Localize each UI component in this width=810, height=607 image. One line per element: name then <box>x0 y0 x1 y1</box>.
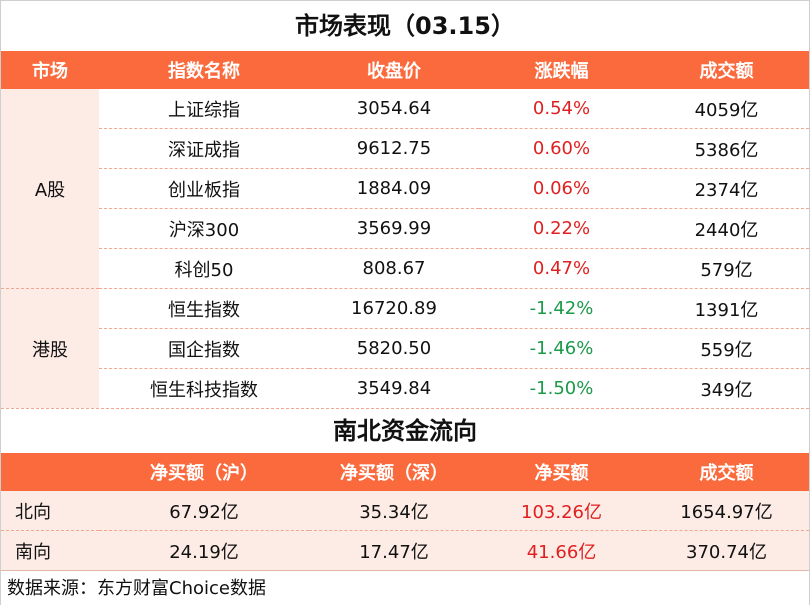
source-note: 数据来源：东方财富Choice数据 <box>1 570 809 607</box>
market-header-row: 市场 指数名称 收盘价 涨跌幅 成交额 <box>1 51 809 89</box>
close-value: 808.67 <box>309 248 479 289</box>
market-label-a: A股 <box>1 89 99 289</box>
index-name: 创业板指 <box>99 168 309 209</box>
flow-table: 净买额（沪） 净买额（深） 净买额 成交额 北向 67.92亿 35.34亿 1… <box>1 453 809 570</box>
flow-turnover-value: 370.74亿 <box>644 530 809 570</box>
page-title: 市场表现（03.15） <box>295 12 515 40</box>
table-row: 国企指数 5820.50 -1.46% 559亿 <box>1 328 809 369</box>
index-name: 上证综指 <box>99 89 309 129</box>
change-value: 0.60% <box>479 128 644 169</box>
close-value: 9612.75 <box>309 128 479 169</box>
change-value: -1.42% <box>479 288 644 329</box>
index-name: 科创50 <box>99 248 309 289</box>
flow-net-value: 41.66亿 <box>479 530 644 570</box>
flow-net-value: 103.26亿 <box>479 491 644 531</box>
header-market: 市场 <box>1 51 99 89</box>
index-name: 恒生科技指数 <box>150 379 258 401</box>
flow-label-north: 北向 <box>1 491 99 531</box>
change-value: 0.54% <box>479 89 644 129</box>
flow-sh-value: 67.92亿 <box>99 491 309 531</box>
header-turnover: 成交额 <box>644 51 809 89</box>
flow-sz-value: 17.47亿 <box>309 530 479 570</box>
table-row: 沪深300 3569.99 0.22% 2440亿 <box>1 208 809 249</box>
market-table: 市场 指数名称 收盘价 涨跌幅 成交额 A股 上证综指 3054.64 0.54… <box>1 51 809 408</box>
flow-header-turnover: 成交额 <box>644 453 809 491</box>
change-value: 0.47% <box>479 248 644 289</box>
index-name: 恒生指数 <box>99 288 309 329</box>
turnover-value: 5386亿 <box>644 128 809 169</box>
flow-header-sz: 净买额（深） <box>309 453 479 491</box>
change-value: 0.22% <box>479 208 644 249</box>
market-label-hk: 港股 <box>1 288 99 408</box>
index-name: 国企指数 <box>99 328 309 369</box>
index-name: 沪深300 <box>99 208 309 249</box>
flow-turnover-value: 1654.97亿 <box>644 491 809 531</box>
close-value: 1884.09 <box>309 168 479 209</box>
header-change: 涨跌幅 <box>479 51 644 89</box>
flow-sh-value: 24.19亿 <box>99 530 309 570</box>
flow-header-sh: 净买额（沪） <box>99 453 309 491</box>
change-value: -1.50% <box>529 378 594 399</box>
flow-header-blank <box>1 453 99 491</box>
turnover-value: 559亿 <box>644 328 809 369</box>
turnover-value: 349亿 <box>700 379 753 401</box>
flow-header-net: 净买额 <box>479 453 644 491</box>
change-value: -1.46% <box>479 328 644 369</box>
flow-sz-value: 35.34亿 <box>309 491 479 531</box>
table-row: 科创50 808.67 0.47% 579亿 <box>1 248 809 289</box>
table-row: 南向 24.19亿 17.47亿 41.66亿 370.74亿 <box>1 530 809 570</box>
turnover-value: 579亿 <box>644 248 809 289</box>
header-index-name: 指数名称 <box>99 51 309 89</box>
close-value: 3549.84 <box>356 378 432 399</box>
table-row: 创业板指 1884.09 0.06% 2374亿 <box>1 168 809 209</box>
close-value: 16720.89 <box>309 288 479 329</box>
header-close: 收盘价 <box>309 51 479 89</box>
table-row: 港股 恒生指数 16720.89 -1.42% 1391亿 <box>1 288 809 408</box>
table-row: 北向 67.92亿 35.34亿 103.26亿 1654.97亿 <box>1 491 809 531</box>
turnover-value: 2374亿 <box>644 168 809 209</box>
close-value: 3054.64 <box>309 89 479 129</box>
turnover-value: 2440亿 <box>644 208 809 249</box>
turnover-value: 1391亿 <box>644 288 809 329</box>
change-value: 0.06% <box>479 168 644 209</box>
close-value: 5820.50 <box>309 328 479 369</box>
table-row: A股 上证综指 3054.64 0.54% 4059亿 <box>1 89 809 289</box>
table-row: 恒生科技指数 3549.84 -1.50% 349亿 <box>1 369 809 409</box>
turnover-value: 4059亿 <box>644 89 809 129</box>
flow-title: 南北资金流向 <box>1 408 809 453</box>
index-name: 深证成指 <box>99 128 309 169</box>
flow-header-row: 净买额（沪） 净买额（深） 净买额 成交额 <box>1 453 809 491</box>
close-value: 3569.99 <box>309 208 479 249</box>
flow-label-south: 南向 <box>1 530 99 570</box>
table-row: 深证成指 9612.75 0.60% 5386亿 <box>1 128 809 169</box>
